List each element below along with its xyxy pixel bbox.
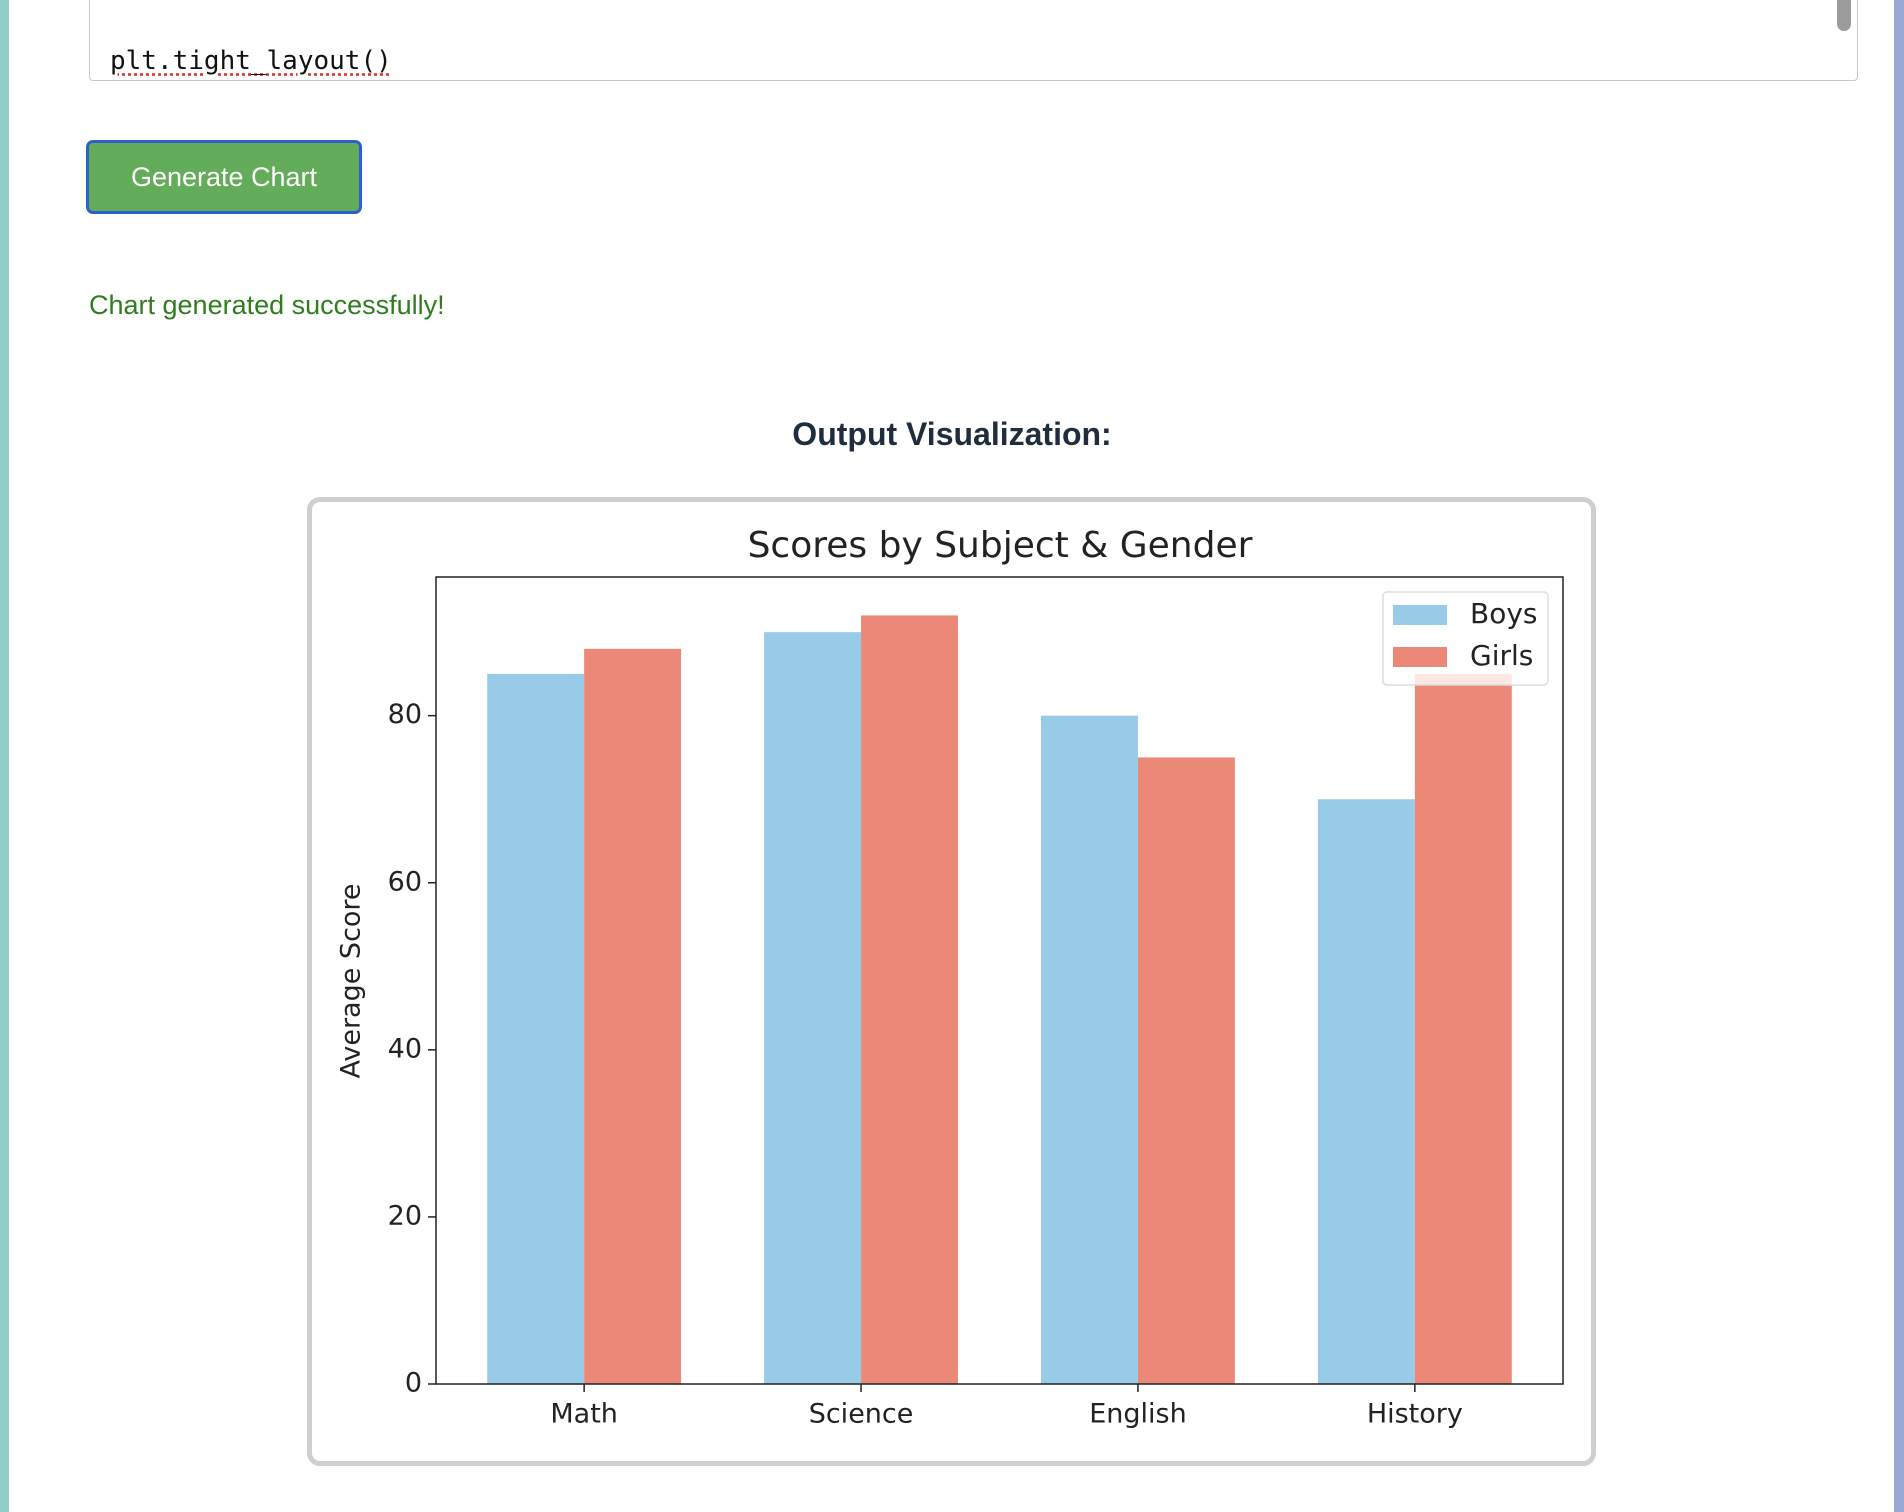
output-heading: Output Visualization: [792, 416, 1112, 452]
bar [861, 615, 958, 1384]
chart-title: Scores by Subject & Gender [748, 525, 1253, 566]
bar [584, 648, 682, 1384]
bar [1137, 757, 1235, 1384]
bar [764, 632, 862, 1384]
y-tick-label: 0 [405, 1368, 422, 1399]
x-tick-label: Math [550, 1399, 618, 1430]
x-tick-label: Science [809, 1399, 914, 1430]
y-axis-label: Average Score [336, 883, 367, 1078]
legend-swatch [1393, 647, 1447, 667]
y-tick-label: 60 [388, 866, 422, 897]
x-tick-label: History [1367, 1399, 1463, 1430]
bar [1041, 715, 1138, 1384]
window-edge [0, 0, 9, 1512]
y-tick-label: 40 [388, 1033, 422, 1064]
code-line: plt.tight_layout() [110, 46, 392, 76]
legend-swatch [1393, 605, 1447, 625]
legend-label: Girls [1470, 639, 1533, 672]
status-message: Chart generated successfully! [89, 290, 445, 320]
bar [1414, 673, 1512, 1384]
axes-frame [435, 576, 1564, 1385]
bar [1317, 799, 1415, 1384]
bar [487, 673, 585, 1384]
scrollbar[interactable] [1837, 0, 1851, 31]
y-tick-label: 80 [388, 699, 422, 730]
window-edge [1894, 0, 1904, 1512]
x-tick-label: English [1089, 1399, 1187, 1430]
code: plt.tight_layout() plt.savefig('/app/out… [110, 0, 799, 80]
legend-label: Boys [1470, 597, 1538, 630]
code-editor[interactable]: plt.tight_layout() plt.savefig('/app/out… [89, 0, 1858, 81]
y-tick-label: 20 [388, 1200, 422, 1231]
generate-button[interactable]: Generate Chart [86, 140, 362, 214]
